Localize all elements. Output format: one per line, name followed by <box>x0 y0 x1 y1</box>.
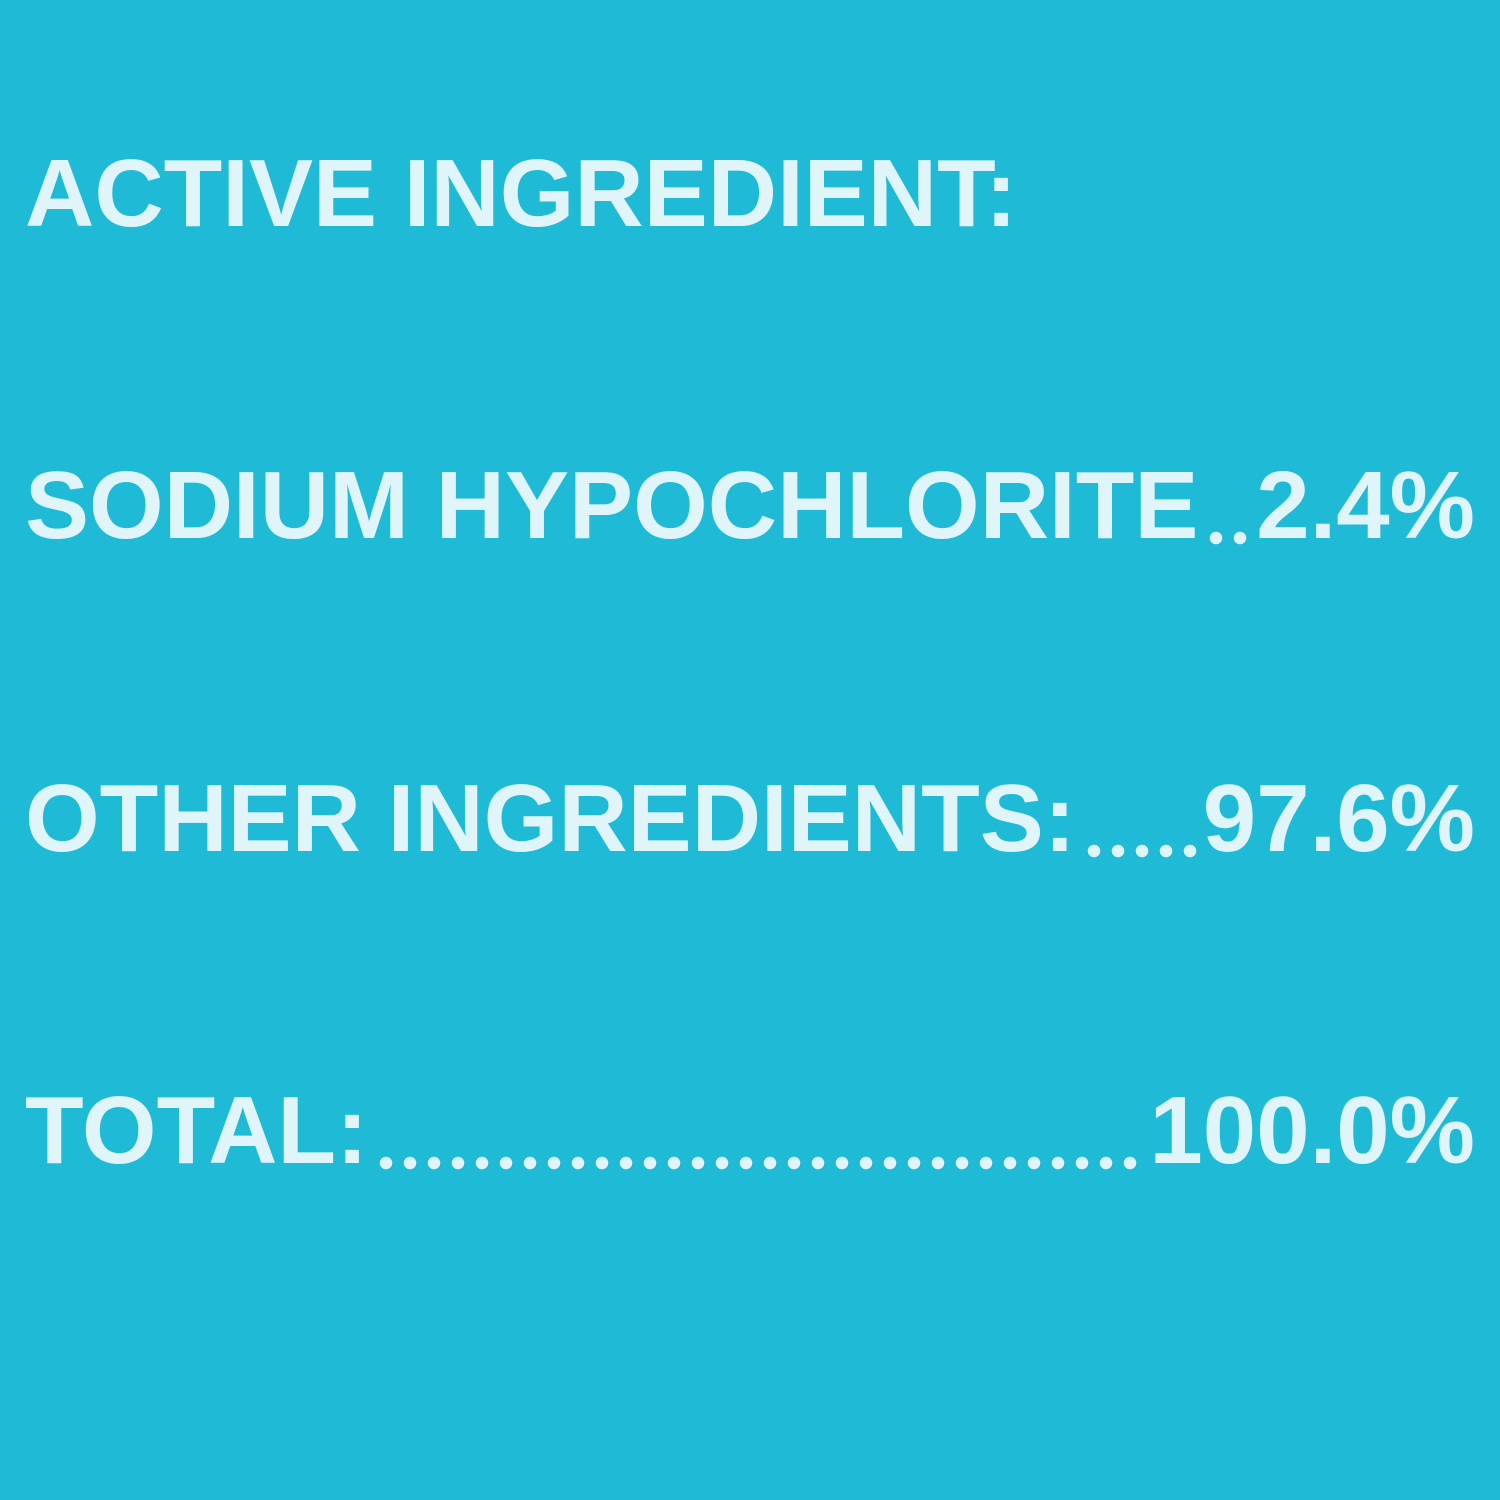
row-value-total: 100.0% <box>1149 1077 1475 1184</box>
row-label-other-ingredients: OTHER INGREDIENTS: <box>25 765 1076 872</box>
row-value-other-ingredients: 97.6% <box>1202 765 1475 872</box>
dot-leader <box>1204 531 1251 545</box>
heading-line: ACTIVE INGREDIENT: <box>25 146 1475 242</box>
row-label-sodium-hypochlorite: SODIUM HYPOCHLORITE <box>25 452 1199 559</box>
row-total: TOTAL: 100.0% <box>25 1083 1475 1179</box>
heading-active-ingredient: ACTIVE INGREDIENT: <box>25 140 1018 247</box>
dot-leader <box>374 1156 1144 1170</box>
row-sodium-hypochlorite: SODIUM HYPOCHLORITE 2.4% <box>25 458 1475 554</box>
row-other-ingredients: OTHER INGREDIENTS: 97.6% <box>25 771 1475 867</box>
row-label-total: TOTAL: <box>25 1077 369 1184</box>
dot-leader <box>1081 844 1197 858</box>
row-value-sodium-hypochlorite: 2.4% <box>1256 452 1475 559</box>
